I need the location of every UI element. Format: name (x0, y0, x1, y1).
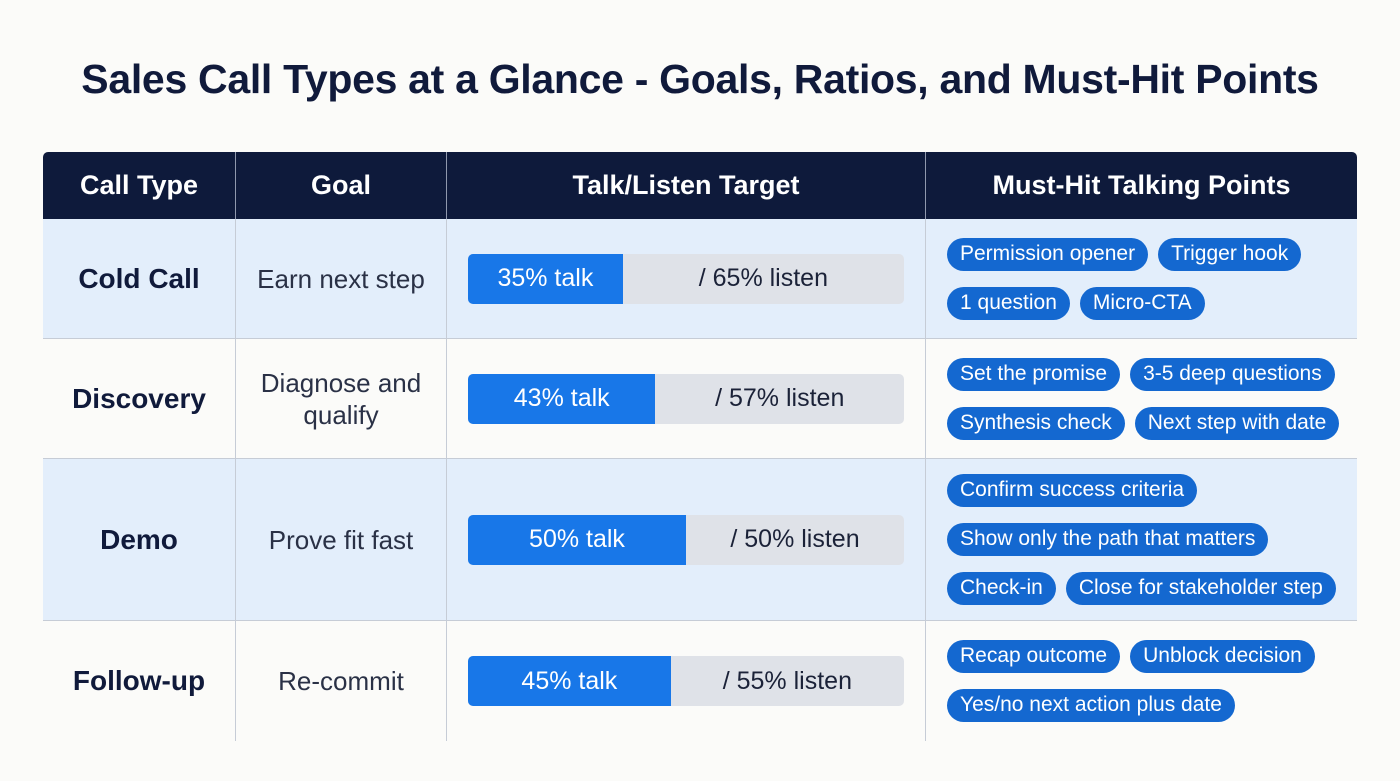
talking-point-chip: Set the promise (947, 357, 1121, 391)
chip-group: Recap outcome Unblock decision Yes/no ne… (947, 640, 1347, 722)
page-title: Sales Call Types at a Glance - Goals, Ra… (81, 56, 1319, 102)
talking-point-chip: Check-in (947, 572, 1056, 605)
talking-point-chip: Synthesis check (947, 406, 1125, 440)
talking-point-chip: Recap outcome (947, 640, 1121, 673)
call-type: Follow-up (72, 665, 206, 696)
listen-segment: / 65% listen (698, 264, 828, 292)
talk-listen-cell: 45% talk / 55% listen (446, 621, 925, 741)
header-talking-points: Must-Hit Talking Points (925, 152, 1357, 219)
talking-point-chip: Close for stakeholder step (1065, 572, 1336, 605)
talk-listen-cell: 50% talk / 50% listen (446, 459, 925, 620)
talk-listen-bar: 50% talk / 50% listen (468, 514, 904, 565)
talk-listen-cell: 35% talk / 65% listen (446, 219, 925, 338)
header-goal: Goal (235, 152, 446, 219)
header-call-type: Call Type (79, 170, 199, 200)
call-types-table: Call Type Goal Talk/Listen Target Must-H… (43, 152, 1357, 741)
talk-listen-cell: 43% talk / 57% listen (446, 339, 925, 458)
talking-point-chip: Permission opener (947, 237, 1149, 271)
listen-segment: / 55% listen (722, 666, 852, 695)
listen-segment: / 57% listen (715, 384, 845, 412)
talk-listen-bar: 43% talk / 57% listen (468, 373, 904, 424)
talking-point-chip: Confirm success criteria (947, 474, 1198, 507)
call-type: Discovery (72, 382, 206, 414)
table-row-cold-call: Cold Call Earn next step 35% talk / 65% … (43, 219, 1357, 339)
chip-group: Confirm success criteria Show only the p… (947, 474, 1347, 605)
talking-points-cell: Confirm success criteria Show only the p… (925, 459, 1357, 620)
goal: Re-commit (235, 621, 446, 741)
call-type: Demo (100, 523, 178, 555)
table-row-demo: Demo Prove fit fast 50% talk / 50% liste… (43, 459, 1357, 621)
talk-segment: 43% talk (468, 373, 656, 424)
listen-segment: / 50% listen (730, 525, 860, 553)
talking-points-cell: Recap outcome Unblock decision Yes/no ne… (925, 621, 1357, 741)
talk-listen-bar: 45% talk / 55% listen (468, 656, 904, 706)
talking-point-chip: 1 question (947, 286, 1070, 320)
table-header: Call Type Goal Talk/Listen Target Must-H… (43, 152, 1357, 219)
talk-segment: 50% talk (468, 514, 686, 565)
header-talk-listen: Talk/Listen Target (446, 152, 925, 219)
talking-point-chip: Show only the path that matters (947, 523, 1269, 556)
talk-segment: 35% talk (468, 253, 623, 304)
talk-segment: 45% talk (468, 656, 671, 706)
talking-point-chip: 3-5 deep questions (1130, 357, 1335, 391)
chip-group: Set the promise 3-5 deep questions Synth… (947, 357, 1347, 440)
talking-point-chip: Next step with date (1134, 406, 1340, 440)
call-type: Cold Call (78, 262, 200, 294)
talking-point-chip: Yes/no next action plus date (947, 689, 1235, 722)
talk-listen-bar: 35% talk / 65% listen (468, 253, 904, 304)
talking-point-chip: Trigger hook (1158, 237, 1302, 271)
goal: Earn next step (235, 219, 446, 338)
chip-group: Permission opener Trigger hook 1 questio… (947, 237, 1347, 320)
table-row-discovery: Discovery Diagnose and qualify 43% talk … (43, 339, 1357, 459)
talking-points-cell: Set the promise 3-5 deep questions Synth… (925, 339, 1357, 458)
table-row-follow-up: Follow-up Re-commit 45% talk / 55% liste… (43, 621, 1357, 741)
talking-points-cell: Permission opener Trigger hook 1 questio… (925, 219, 1357, 338)
goal: Diagnose and qualify (235, 339, 446, 458)
goal: Prove fit fast (235, 459, 446, 620)
talking-point-chip: Micro-CTA (1079, 286, 1205, 320)
talking-point-chip: Unblock decision (1130, 640, 1315, 673)
